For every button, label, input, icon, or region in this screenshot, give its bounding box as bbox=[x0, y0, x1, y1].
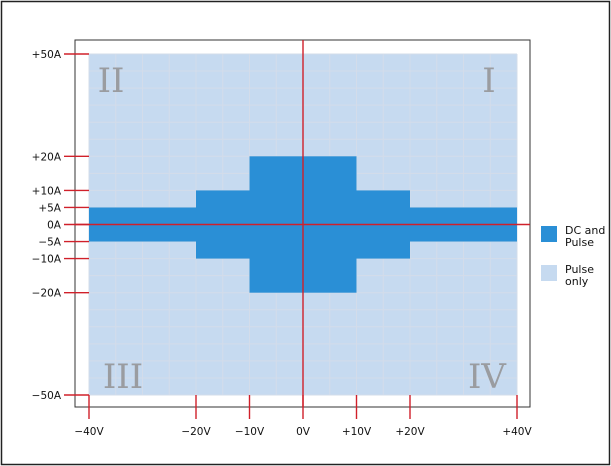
legend-label-line2: Pulse bbox=[565, 236, 594, 249]
x-tick-label: +20V bbox=[395, 426, 425, 438]
quadrant-label-iv: IV bbox=[468, 357, 507, 397]
x-tick-label: −20V bbox=[181, 426, 211, 438]
tick-marks: +50A +20A +10A +5A 0A −5A −10A −20A −50A −40V −20V… bbox=[32, 49, 533, 438]
legend-label-line1: Pulse bbox=[565, 263, 594, 276]
y-tick-label: −50A bbox=[32, 390, 62, 402]
legend-swatch-2 bbox=[541, 265, 557, 281]
y-tick-label: +50A bbox=[32, 49, 62, 61]
quadrant-label-ii: II bbox=[98, 61, 125, 101]
legend-label-line1: DC and bbox=[565, 224, 605, 237]
x-tick-label: +40V bbox=[502, 426, 532, 438]
quadrant-label-iii: III bbox=[103, 357, 143, 397]
x-tick-label: +10V bbox=[342, 426, 372, 438]
y-tick-label: −5A bbox=[38, 237, 61, 249]
y-tick-label: +10A bbox=[32, 185, 62, 197]
y-tick-label: −20A bbox=[32, 288, 62, 300]
legend-swatch-1 bbox=[541, 226, 557, 242]
legend-label-line2: only bbox=[565, 275, 589, 288]
quadrant-label-i: I bbox=[482, 61, 495, 101]
x-tick-label: −40V bbox=[74, 426, 104, 438]
x-tick-label: 0V bbox=[296, 426, 311, 438]
y-tick-label: +5A bbox=[38, 202, 61, 214]
y-tick-label: −10A bbox=[32, 254, 62, 266]
y-tick-label: +20A bbox=[32, 151, 62, 163]
x-tick-label: −10V bbox=[235, 426, 265, 438]
y-tick-label: 0A bbox=[47, 220, 62, 232]
zero-axes bbox=[75, 40, 530, 407]
